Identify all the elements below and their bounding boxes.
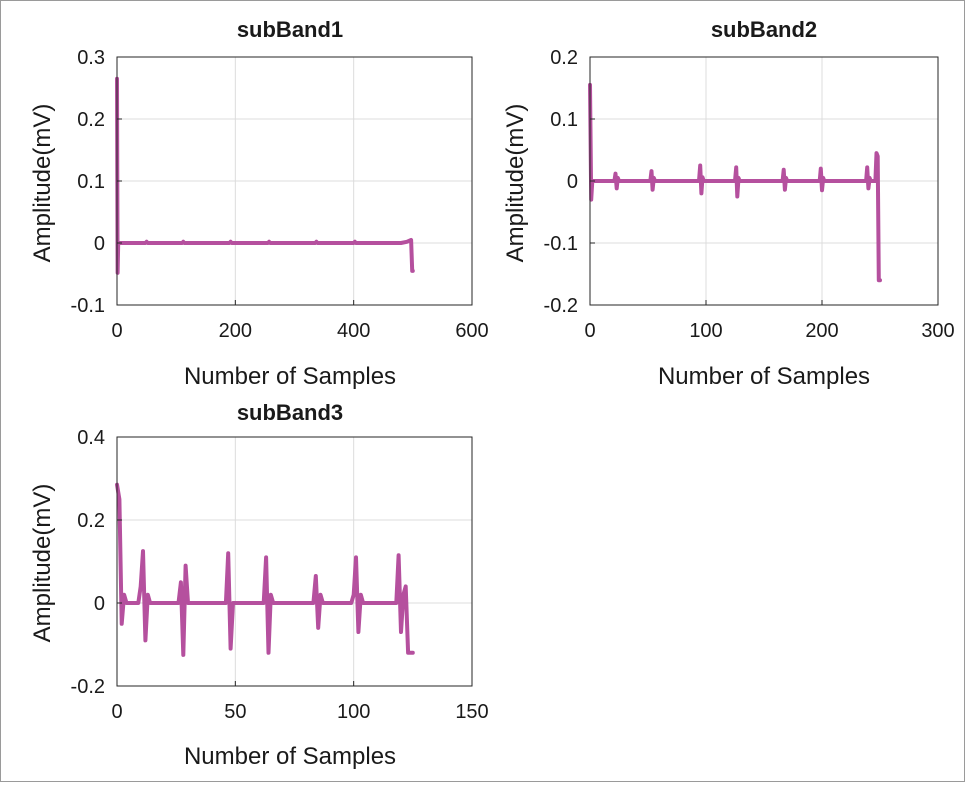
x-axis-label: Number of Samples bbox=[658, 363, 870, 390]
x-tick-label: 200 bbox=[219, 320, 252, 342]
y-tick-label: 0.1 bbox=[550, 109, 578, 131]
y-tick-label: 0.3 bbox=[77, 47, 105, 69]
y-tick-label: 0.2 bbox=[77, 510, 105, 532]
axes: 0 100 200 300 -0.2 -0.1 0 0.1 0.2 bbox=[544, 47, 955, 342]
x-tick-label: 300 bbox=[921, 320, 954, 342]
x-axis-label: Number of Samples bbox=[184, 363, 396, 390]
y-tick-label: 0 bbox=[94, 233, 105, 255]
chart-title: subBand2 bbox=[711, 17, 817, 42]
y-tick-label: -0.1 bbox=[544, 233, 578, 255]
y-tick-label: 0.2 bbox=[550, 47, 578, 69]
y-tick-label: -0.2 bbox=[544, 295, 578, 317]
x-tick-label: 0 bbox=[111, 320, 122, 342]
x-tick-label: 200 bbox=[805, 320, 838, 342]
y-tick-label: 0 bbox=[94, 593, 105, 615]
y-tick-label: -0.2 bbox=[71, 676, 105, 698]
subplot-subband2: subBand2 Number of Samples Amplitude(mV)… bbox=[502, 17, 955, 390]
chart-title: subBand1 bbox=[237, 17, 343, 42]
y-axis-label: Amplitude(mV) bbox=[29, 484, 56, 643]
x-tick-label: 0 bbox=[111, 701, 122, 723]
y-tick-label: 0.4 bbox=[77, 427, 105, 449]
y-axis-label: Amplitude(mV) bbox=[29, 104, 56, 263]
x-tick-label: 400 bbox=[337, 320, 370, 342]
y-tick-label: -0.1 bbox=[71, 295, 105, 317]
subplot-subband3: subBand3 Number of Samples Amplitude(mV)… bbox=[29, 400, 489, 770]
series-line bbox=[115, 482, 415, 657]
axes: 0 50 100 150 -0.2 0 0.2 0.4 bbox=[71, 427, 489, 723]
x-axis-label: Number of Samples bbox=[184, 743, 396, 770]
x-tick-label: 600 bbox=[455, 320, 488, 342]
axes: 0 200 400 600 -0.1 0 0.1 0.2 0.3 bbox=[71, 47, 489, 342]
x-tick-label: 100 bbox=[337, 701, 370, 723]
subplot-subband1: subBand1 Number of Samples Amplitude(mV)… bbox=[29, 17, 489, 390]
x-tick-label: 100 bbox=[689, 320, 722, 342]
y-tick-label: 0 bbox=[567, 171, 578, 193]
x-tick-label: 150 bbox=[455, 701, 488, 723]
y-axis-label: Amplitude(mV) bbox=[502, 104, 529, 263]
x-tick-label: 50 bbox=[224, 701, 246, 723]
series-line bbox=[588, 82, 882, 283]
axes-box bbox=[116, 436, 473, 687]
chart-title: subBand3 bbox=[237, 400, 343, 425]
y-tick-label: 0.1 bbox=[77, 171, 105, 193]
x-tick-label: 0 bbox=[584, 320, 595, 342]
y-tick-label: 0.2 bbox=[77, 109, 105, 131]
